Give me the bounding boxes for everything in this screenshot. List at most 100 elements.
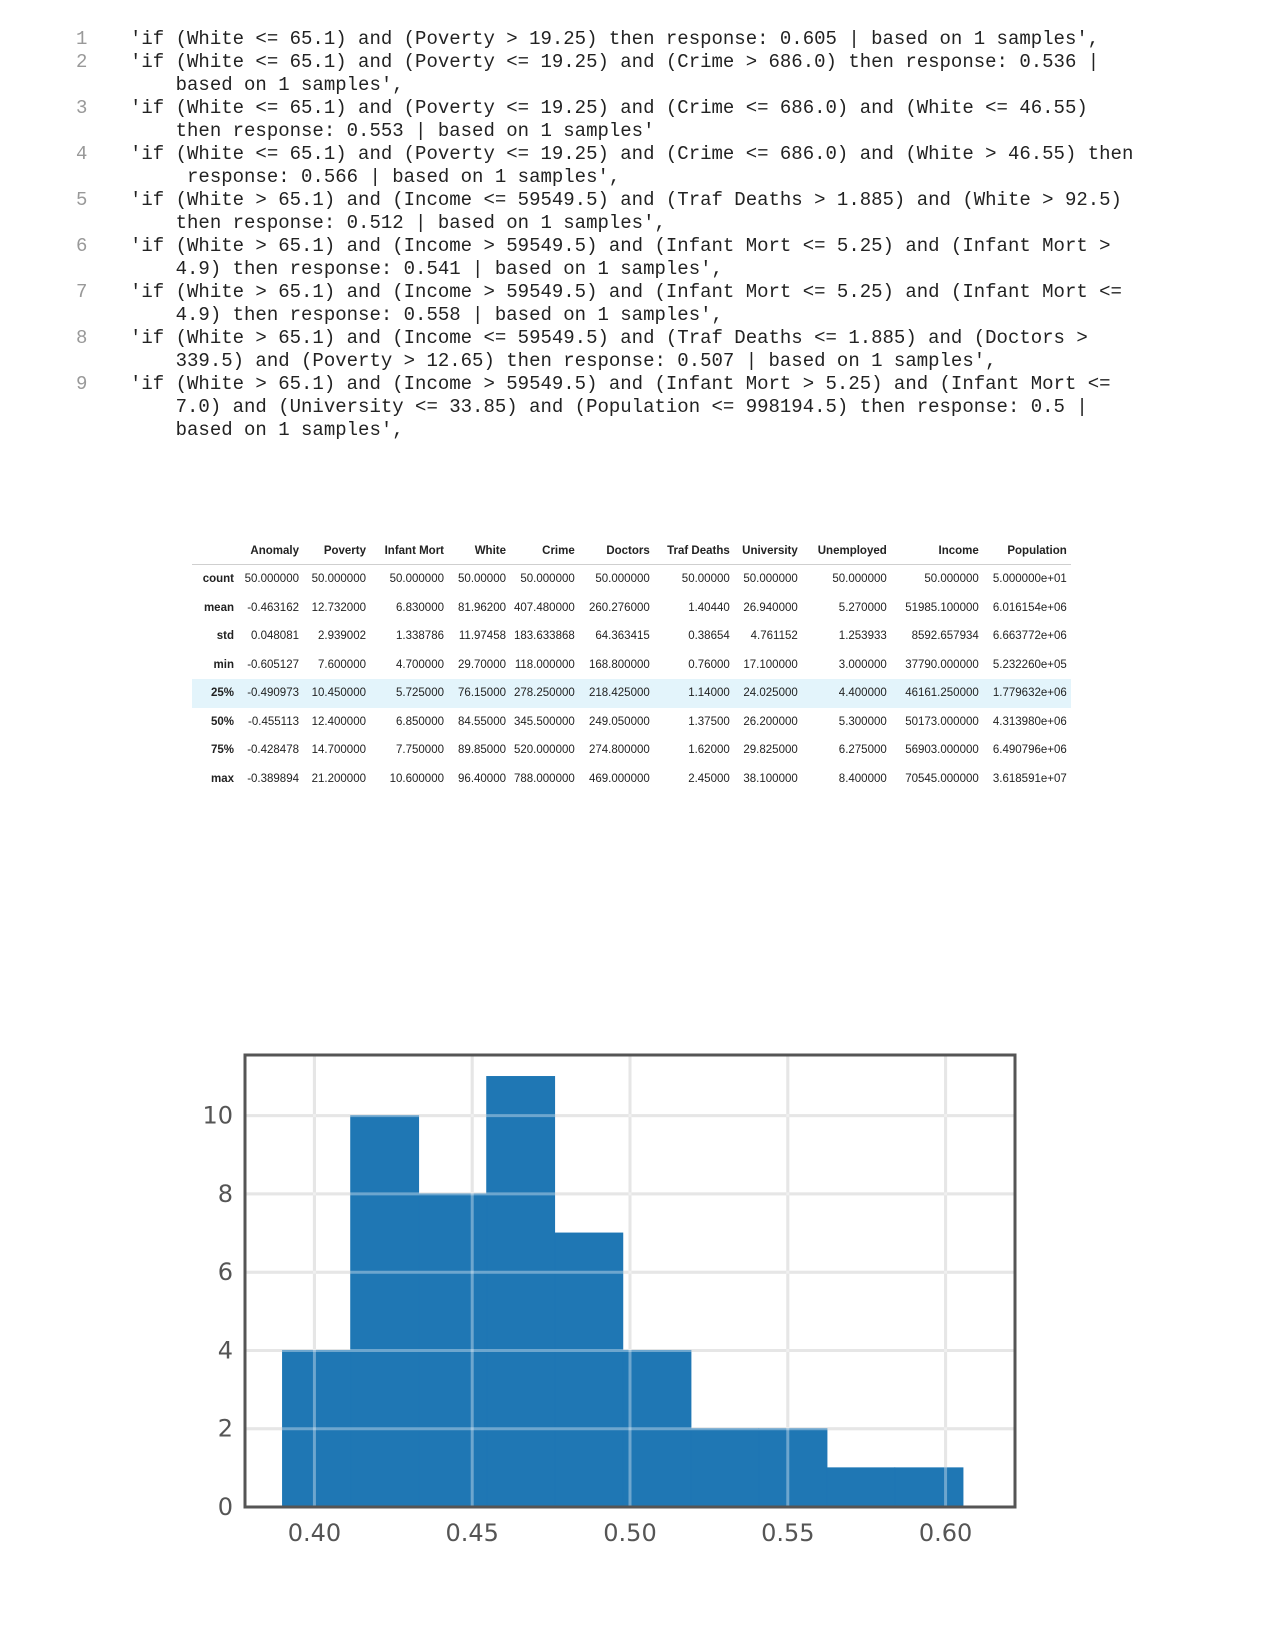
histogram-bar bbox=[758, 1428, 828, 1508]
histogram-bar bbox=[826, 1467, 896, 1508]
table-cell: 50.000000 bbox=[832, 573, 887, 586]
column-header: University bbox=[733, 538, 802, 565]
table-row: std 0.048081 2.939002 1.338786 11.97458 183.6… bbox=[192, 622, 1071, 651]
table-cell: 81.96200 bbox=[458, 601, 506, 614]
table-cell: 50.00000 bbox=[458, 573, 506, 586]
histogram-bar bbox=[350, 1115, 420, 1508]
y-tick-label: 10 bbox=[202, 1102, 233, 1130]
code-listing: 1 'if (White <= 65.1) and (Poverty > 19.2… bbox=[62, 28, 1242, 442]
table-row: 50% -0.455113 12.400000 6.850000 84.55000 345… bbox=[192, 708, 1071, 737]
table-row: max -0.389894 21.200000 10.600000 96.40000 78… bbox=[192, 765, 1071, 794]
table-cell: 4.700000 bbox=[396, 658, 444, 671]
table-cell: -0.605127 bbox=[247, 658, 299, 671]
histogram-bar bbox=[622, 1349, 692, 1508]
table-cell: -0.455113 bbox=[248, 715, 299, 728]
table-cell: 96.40000 bbox=[458, 772, 506, 785]
line-text: 'if (White > 65.1) and (Income <= 59549.… bbox=[130, 327, 1088, 372]
column-header: White bbox=[448, 538, 510, 565]
table-body: count 50.000000 50.000000 50.000000 50.00000… bbox=[192, 565, 1071, 794]
describe-table: Anomaly Poverty Infant Mort White Crime … bbox=[192, 538, 1071, 793]
y-tick-label: 2 bbox=[218, 1415, 233, 1443]
column-header: Doctors bbox=[578, 538, 654, 565]
table-cell: 2.939002 bbox=[318, 630, 366, 643]
table-cell: 21.200000 bbox=[311, 772, 366, 785]
line-text: 'if (White <= 65.1) and (Poverty <= 19.2… bbox=[130, 143, 1134, 188]
table-cell: 10.450000 bbox=[311, 687, 366, 700]
table-cell: 345.500000 bbox=[514, 715, 575, 728]
column-header: Infant Mort bbox=[370, 538, 448, 565]
table-cell: 50173.000000 bbox=[905, 715, 979, 728]
row-label: mean bbox=[203, 601, 234, 614]
table-cell: 407.480000 bbox=[514, 601, 575, 614]
table-header: Anomaly Poverty Infant Mort White Crime … bbox=[192, 538, 1071, 565]
line-number: 7 bbox=[76, 281, 88, 303]
code-line: 4 'if (White <= 65.1) and (Poverty <= 19.… bbox=[62, 143, 1242, 189]
line-text: 'if (White <= 65.1) and (Poverty <= 19.2… bbox=[130, 97, 1088, 142]
histogram-bar bbox=[894, 1467, 964, 1508]
row-label: min bbox=[213, 658, 234, 671]
table-cell: 7.600000 bbox=[318, 658, 366, 671]
x-tick-label: 0.55 bbox=[761, 1519, 814, 1547]
line-text: 'if (White > 65.1) and (Income > 59549.5… bbox=[130, 281, 1122, 326]
table-row: 75% -0.428478 14.700000 7.750000 89.85000 520… bbox=[192, 736, 1071, 765]
table-cell: 5.725000 bbox=[396, 687, 444, 700]
table-cell: 3.000000 bbox=[838, 658, 887, 671]
table-cell: 50.000000 bbox=[924, 573, 979, 586]
code-line: 6 'if (White > 65.1) and (Income > 59549.… bbox=[62, 235, 1242, 281]
table-cell: 183.633868 bbox=[514, 630, 575, 643]
code-line: 7 'if (White > 65.1) and (Income > 59549.… bbox=[62, 281, 1242, 327]
table-cell: -0.389894 bbox=[247, 772, 299, 785]
table-cell: 50.000000 bbox=[244, 573, 299, 586]
code-line: 9 'if (White > 65.1) and (Income > 59549.… bbox=[62, 373, 1242, 442]
code-line: 3 'if (White <= 65.1) and (Poverty <= 19.… bbox=[62, 97, 1242, 143]
table-cell: 6.490796e+06 bbox=[992, 744, 1067, 757]
code-line: 2 'if (White <= 65.1) and (Poverty <= 19.… bbox=[62, 51, 1242, 97]
table-cell: 168.800000 bbox=[589, 658, 650, 671]
line-text: 'if (White > 65.1) and (Income > 59549.5… bbox=[130, 373, 1111, 441]
table-cell: 249.050000 bbox=[589, 715, 650, 728]
table-cell: 4.761152 bbox=[750, 630, 798, 643]
histogram-bar bbox=[690, 1428, 760, 1508]
table-cell: 11.97458 bbox=[458, 630, 506, 643]
table-cell: 4.400000 bbox=[838, 687, 887, 700]
code-line: 8 'if (White > 65.1) and (Income <= 59549… bbox=[62, 327, 1242, 373]
table-cell: 50.000000 bbox=[520, 573, 575, 586]
table-cell: 1.253933 bbox=[838, 630, 887, 643]
table-cell: 8.400000 bbox=[838, 772, 887, 785]
code-line: 1 'if (White <= 65.1) and (Poverty > 19.2… bbox=[62, 28, 1242, 51]
header-corner bbox=[192, 538, 238, 565]
table-row: min -0.605127 7.600000 4.700000 29.70000 118.… bbox=[192, 651, 1071, 680]
table-cell: 64.363415 bbox=[595, 630, 650, 643]
table-cell: 6.850000 bbox=[396, 715, 444, 728]
table-cell: 788.000000 bbox=[514, 772, 575, 785]
table-cell: 89.85000 bbox=[458, 744, 506, 757]
row-label: 75% bbox=[210, 744, 234, 757]
table-cell: 5.300000 bbox=[838, 715, 887, 728]
anomaly-histogram: 0.40 0.45 0.50 0.55 0.60 0 2 4 6 8 10 bbox=[190, 1040, 1070, 1650]
table-cell: 118.000000 bbox=[514, 658, 575, 671]
table-cell: 3.618591e+07 bbox=[992, 772, 1067, 785]
plot-frame bbox=[243, 1053, 1017, 1509]
table-cell: 76.15000 bbox=[458, 687, 506, 700]
table-cell: 26.940000 bbox=[743, 601, 798, 614]
line-text: 'if (White > 65.1) and (Income <= 59549.… bbox=[130, 189, 1122, 234]
table-cell: 5.232260e+05 bbox=[992, 658, 1067, 671]
table-cell: 278.250000 bbox=[514, 687, 575, 700]
y-tick-label: 4 bbox=[218, 1336, 233, 1364]
table-row: count 50.000000 50.000000 50.000000 50.00000… bbox=[192, 565, 1071, 594]
table-cell: 12.732000 bbox=[311, 601, 366, 614]
table-cell: 12.400000 bbox=[311, 715, 366, 728]
line-number: 4 bbox=[76, 143, 88, 165]
table-cell: 1.37500 bbox=[688, 715, 730, 728]
table-cell: 24.025000 bbox=[743, 687, 798, 700]
table-cell: 520.000000 bbox=[514, 744, 575, 757]
table-cell: 10.600000 bbox=[389, 772, 444, 785]
code-line: 5 'if (White > 65.1) and (Income <= 59549… bbox=[62, 189, 1242, 235]
histogram-svg: 0.40 0.45 0.50 0.55 0.60 0 2 4 6 8 10 bbox=[202, 1053, 1017, 1547]
line-text: 'if (White <= 65.1) and (Poverty <= 19.2… bbox=[130, 51, 1100, 96]
line-number: 9 bbox=[76, 373, 88, 395]
x-tick-label: 0.50 bbox=[603, 1519, 656, 1547]
table-cell: 274.800000 bbox=[589, 744, 650, 757]
column-header: Poverty bbox=[303, 538, 370, 565]
column-header: Traf Deaths bbox=[653, 538, 734, 565]
